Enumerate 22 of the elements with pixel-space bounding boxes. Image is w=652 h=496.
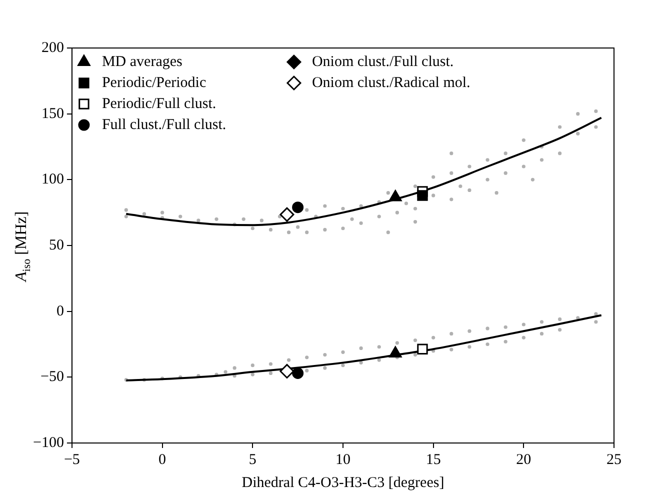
y-tick-label: −100 xyxy=(32,434,64,451)
y-tick-label: −50 xyxy=(40,369,64,386)
y-tick-label: 150 xyxy=(41,106,64,122)
legend-label: Oniom clust./Full clust. xyxy=(312,54,454,70)
y-tick-label: 50 xyxy=(48,237,64,254)
legend-label: Oniom clust./Radical mol. xyxy=(312,74,470,91)
legend-label: Periodic/Periodic xyxy=(102,74,206,91)
x-tick-label: 15 xyxy=(426,452,441,468)
x-axis-title: Dihedral C4-O3-H3-C3 [degrees] xyxy=(242,474,444,491)
y-tick-label: 100 xyxy=(41,172,64,188)
legend-label: MD averages xyxy=(102,54,183,70)
y-axis-title: Aiso [MHz] xyxy=(13,211,33,282)
x-tick-label: 10 xyxy=(335,452,350,468)
legend-label: Periodic/Full clust. xyxy=(102,96,216,112)
y-tick-label: 0 xyxy=(56,303,64,320)
x-tick-label: 25 xyxy=(606,452,622,468)
x-tick-label: 5 xyxy=(248,452,256,468)
x-tick-label: −5 xyxy=(64,452,80,468)
y-tick-label: 200 xyxy=(41,40,64,56)
x-tick-label: 20 xyxy=(516,452,532,468)
legend-label: Full clust./Full clust. xyxy=(102,116,226,133)
x-tick-label: 0 xyxy=(158,452,166,468)
